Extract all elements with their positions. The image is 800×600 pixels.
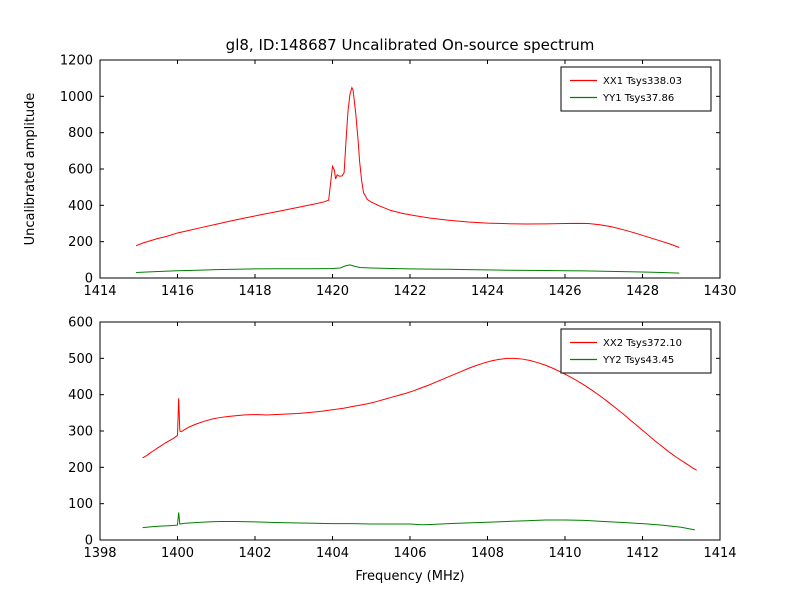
y-tick-label: 500: [68, 352, 93, 367]
series-line-YY1: [136, 264, 680, 274]
axes-frame: [99, 59, 721, 279]
series-line-XX1: [135, 86, 680, 248]
x-tick-label: 1424: [471, 284, 504, 299]
y-tick-label: 800: [68, 126, 93, 141]
y-tick-label: 200: [68, 461, 93, 476]
plot-title: gl8, ID:148687 Uncalibrated On-source sp…: [226, 36, 595, 54]
legend-box: [560, 328, 712, 374]
legend: XX2 Tsys372.10 YY2 Tsys43.45: [560, 328, 712, 374]
x-tick-label: 1406: [393, 546, 426, 561]
x-tick-label: 1416: [161, 284, 194, 299]
y-tick-label: 600: [68, 163, 93, 178]
x-tick-label: 1414: [83, 284, 116, 299]
x-tick-label: 1410: [548, 546, 581, 561]
x-tick-label: 1414: [703, 546, 736, 561]
y-tick-label: 0: [85, 534, 93, 549]
subplot-1: 1414 1416 1418 1420 1422 1424 1426 1428 1430 0 200…: [23, 36, 737, 299]
y-tick-label: 400: [68, 199, 93, 214]
legend-label: XX2 Tsys372.10: [603, 338, 682, 349]
series-line-YY2: [142, 512, 695, 531]
axes-frame: [99, 321, 721, 541]
y-tick-label: 400: [68, 388, 93, 403]
series-line-XX2: [142, 357, 697, 471]
legend-label: XX1 Tsys338.03: [603, 76, 682, 87]
x-tick-label: 1418: [238, 284, 271, 299]
y-tick-label: 1000: [60, 90, 93, 105]
legend-label: YY1 Tsys37.86: [602, 93, 674, 104]
x-tick-label: 1412: [626, 546, 659, 561]
y-tick-label: 200: [68, 235, 93, 250]
x-tick-label: 1426: [548, 284, 581, 299]
y-tick-label: 600: [68, 316, 93, 331]
x-axis-label: Frequency (MHz): [355, 569, 464, 584]
y-tick-label: 300: [68, 425, 93, 440]
x-tick-label: 1408: [471, 546, 504, 561]
x-tick-label: 1420: [316, 284, 349, 299]
legend-box: [560, 66, 712, 112]
y-tick-label: 1200: [60, 54, 93, 69]
y-tick-label: 0: [85, 272, 93, 287]
x-tick-label: 1398: [83, 546, 116, 561]
x-tick-label: 1404: [316, 546, 349, 561]
y-axis-label: Uncalibrated amplitude: [23, 93, 38, 246]
legend-label: YY2 Tsys43.45: [602, 355, 674, 366]
legend: XX1 Tsys338.03 YY1 Tsys37.86: [560, 66, 712, 112]
x-tick-label: 1428: [626, 284, 659, 299]
subplot-2: 1398 1400 1402 1404 1406 1408 1410 1412 1414 0 100…: [68, 316, 736, 585]
x-tick-label: 1402: [238, 546, 271, 561]
x-tick-label: 1400: [161, 546, 194, 561]
x-tick-label: 1430: [703, 284, 736, 299]
x-tick-label: 1422: [393, 284, 426, 299]
y-tick-label: 100: [68, 497, 93, 512]
